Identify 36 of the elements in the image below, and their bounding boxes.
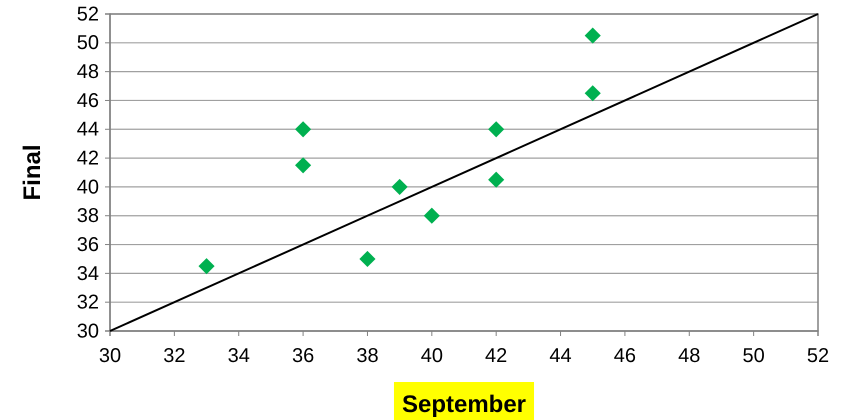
y-tick-label: 44 <box>76 118 99 141</box>
y-tick-label: 50 <box>76 32 99 54</box>
point <box>584 85 601 102</box>
y-tick-label: 36 <box>76 234 99 256</box>
point <box>295 157 312 174</box>
point <box>584 28 601 44</box>
x-tick-label: 36 <box>292 345 314 368</box>
point <box>198 258 215 274</box>
point <box>359 250 376 268</box>
y-tick-label: 38 <box>76 205 99 228</box>
x-tick-label: 44 <box>549 345 572 368</box>
x-tick-label: 42 <box>485 345 508 368</box>
point <box>392 178 408 195</box>
x-tick-label: 48 <box>678 345 700 368</box>
point <box>488 121 504 138</box>
x-tick-label: 34 <box>228 345 250 368</box>
y-tick-label: 46 <box>76 90 99 112</box>
x-axis-title: September <box>402 391 526 418</box>
x-tick-label: 40 <box>420 345 443 368</box>
y-tick-label: 42 <box>76 147 99 170</box>
x-tick-label: 46 <box>614 345 636 368</box>
x-tick-label: 50 <box>742 345 765 368</box>
point <box>488 172 504 188</box>
y-tick-label: 52 <box>76 3 99 26</box>
x-tick-label: 52 <box>806 345 830 368</box>
y-tick-label: 48 <box>76 61 99 84</box>
point <box>295 121 312 138</box>
point <box>424 208 440 224</box>
x-tick-label: 30 <box>98 345 122 368</box>
y-tick-label: 32 <box>76 292 99 314</box>
x-tick-label: 32 <box>163 345 186 368</box>
y-tick-label: 40 <box>76 176 99 198</box>
y-tick-label: 34 <box>76 262 99 285</box>
y-tick-label: 30 <box>76 320 99 342</box>
x-tick-label: 38 <box>356 345 379 368</box>
y-axis-title: Final <box>19 144 46 201</box>
